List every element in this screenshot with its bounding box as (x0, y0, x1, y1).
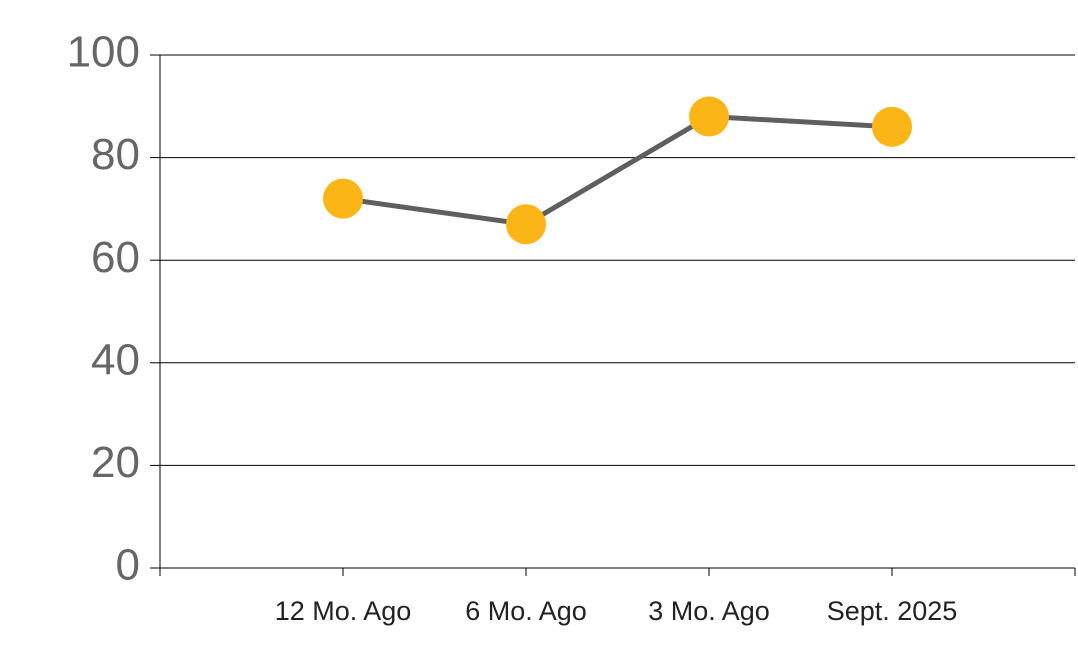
y-tick-label: 80 (91, 130, 140, 179)
y-tick-label: 0 (116, 541, 140, 590)
y-tick-label: 100 (67, 28, 140, 77)
x-tick-label: 3 Mo. Ago (648, 596, 770, 626)
marker (872, 106, 912, 147)
x-tick-label: 12 Mo. Ago (275, 596, 412, 626)
x-tick-label: Sept. 2025 (827, 596, 958, 626)
x-tick-label: 6 Mo. Ago (465, 596, 587, 626)
marker (506, 204, 546, 245)
y-tick-label: 20 (91, 438, 140, 487)
y-tick-label: 60 (91, 233, 140, 282)
line (342, 114, 893, 227)
y-tick-label: 40 (91, 335, 140, 384)
marker (689, 96, 729, 137)
marker (323, 178, 363, 219)
